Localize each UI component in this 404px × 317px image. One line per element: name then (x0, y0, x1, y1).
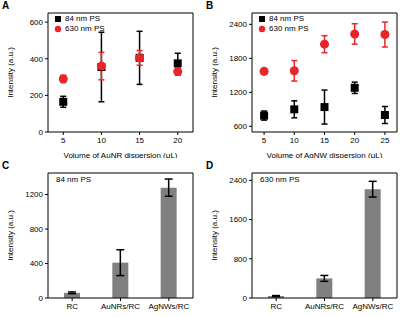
html-text:B: B (206, 0, 214, 11)
svg-text:25: 25 (380, 136, 389, 145)
svg-text:600: 600 (30, 18, 44, 27)
svg-text:AuNRs/RC: AuNRs/RC (305, 302, 344, 311)
svg-text:400: 400 (30, 55, 44, 64)
svg-text:Intensity (a.u.): Intensity (a.u.) (210, 210, 219, 261)
svg-text:600: 600 (234, 122, 248, 131)
svg-text:1200: 1200 (229, 88, 247, 97)
html-text:C: C (2, 160, 10, 171)
svg-text:Intensity (a.u.): Intensity (a.u.) (8, 47, 15, 98)
svg-text:800: 800 (30, 225, 44, 234)
svg-text:RC: RC (270, 302, 282, 311)
svg-text:10: 10 (290, 136, 299, 145)
svg-text:2400: 2400 (229, 176, 247, 185)
html-text:84 nm PS: 84 nm PS (56, 175, 92, 184)
svg-text:0: 0 (243, 294, 248, 303)
svg-text:AuNRs/RC: AuNRs/RC (101, 302, 140, 311)
html-text:84 nm PS: 84 nm PS (65, 14, 101, 23)
svg-text:20: 20 (350, 136, 359, 145)
svg-text:400: 400 (30, 259, 44, 268)
svg-text:15: 15 (320, 136, 329, 145)
svg-text:200: 200 (30, 91, 44, 100)
svg-text:10: 10 (97, 136, 106, 145)
svg-text:AgNWs/RC: AgNWs/RC (148, 302, 189, 311)
html-text:D: D (206, 160, 214, 171)
html-text:84 nm PS: 84 nm PS (269, 14, 305, 23)
html-text:A: A (2, 0, 10, 11)
svg-text:AgNWs/RC: AgNWs/RC (352, 302, 393, 311)
svg-text:5: 5 (262, 136, 267, 145)
svg-text:Intensity (a.u.): Intensity (a.u.) (210, 47, 219, 98)
svg-text:RC: RC (66, 302, 78, 311)
svg-text:2400: 2400 (229, 20, 247, 29)
svg-text:Volume of AgNW dispersion (μL): Volume of AgNW dispersion (μL) (267, 151, 383, 158)
svg-text:Volume of AuNR dispersion (μL): Volume of AuNR dispersion (μL) (64, 151, 178, 158)
html-text:630 nm PS: 630 nm PS (65, 24, 105, 33)
svg-text:15: 15 (135, 136, 144, 145)
svg-text:1200: 1200 (25, 190, 43, 199)
svg-text:1800: 1800 (229, 54, 247, 63)
svg-text:0: 0 (39, 128, 44, 137)
html-text:630 nm PS: 630 nm PS (260, 175, 300, 184)
svg-text:Intensity (a.u.): Intensity (a.u.) (8, 210, 15, 261)
svg-text:5: 5 (61, 136, 66, 145)
html-text:630 nm PS: 630 nm PS (269, 24, 309, 33)
svg-text:0: 0 (39, 294, 44, 303)
svg-text:800: 800 (234, 255, 248, 264)
svg-text:1600: 1600 (229, 215, 247, 224)
svg-text:20: 20 (173, 136, 182, 145)
